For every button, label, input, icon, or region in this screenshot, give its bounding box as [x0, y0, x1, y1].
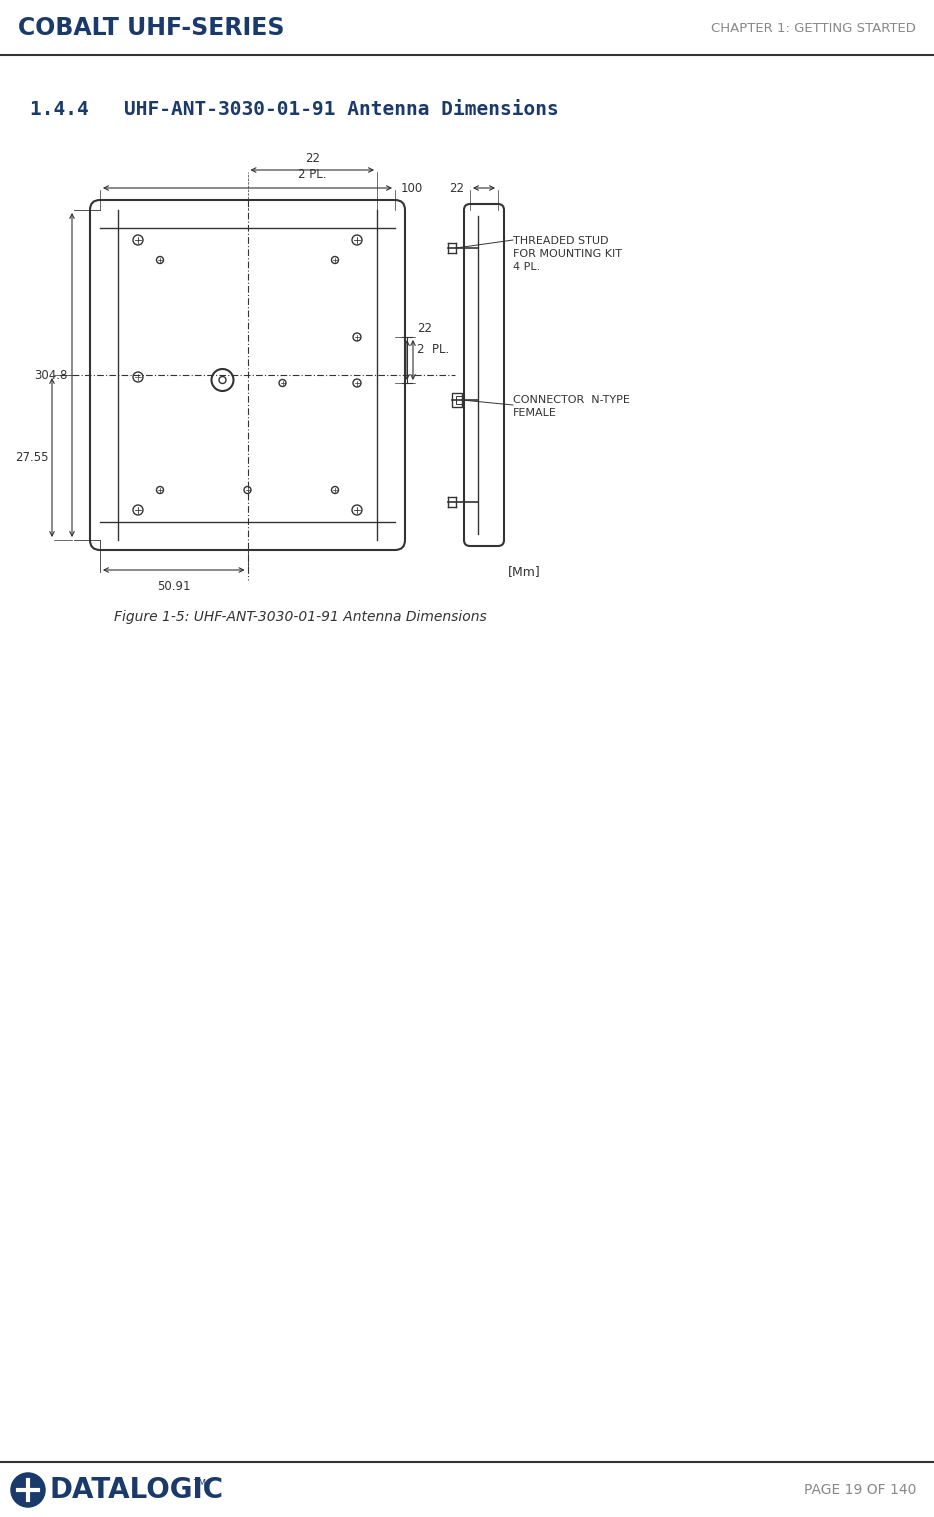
Text: PAGE 19 OF 140: PAGE 19 OF 140 [803, 1484, 916, 1497]
Text: COBALT UHF-SERIES: COBALT UHF-SERIES [18, 17, 285, 39]
Text: 50.91: 50.91 [157, 579, 191, 593]
Text: CHAPTER 1: GETTING STARTED: CHAPTER 1: GETTING STARTED [711, 21, 916, 35]
Text: Figure 1-5: UHF-ANT-3030-01-91 Antenna Dimensions: Figure 1-5: UHF-ANT-3030-01-91 Antenna D… [114, 610, 487, 623]
Text: TM: TM [193, 1479, 206, 1488]
Text: CONNECTOR  N-TYPE
FEMALE: CONNECTOR N-TYPE FEMALE [513, 394, 630, 419]
Text: 1.4.4   UHF-ANT-3030-01-91 Antenna Dimensions: 1.4.4 UHF-ANT-3030-01-91 Antenna Dimensi… [30, 100, 559, 118]
Text: 2 PL.: 2 PL. [298, 168, 327, 181]
Text: DATALOGIC: DATALOGIC [50, 1476, 224, 1503]
Bar [452, 393, 462, 407]
Text: 22: 22 [449, 182, 464, 194]
Text: 100: 100 [401, 182, 423, 194]
Text: 304.8: 304.8 [35, 369, 68, 381]
Text: 27.55: 27.55 [16, 451, 49, 464]
Text: 22: 22 [417, 322, 432, 335]
Text: THREADED STUD
FOR MOUNTING KIT
4 PL.: THREADED STUD FOR MOUNTING KIT 4 PL. [513, 237, 622, 273]
Circle shape [12, 1475, 44, 1506]
Text: 22: 22 [304, 152, 319, 164]
Bar [456, 396, 462, 404]
Text: 2  PL.: 2 PL. [417, 343, 449, 356]
Text: [Mm]: [Mm] [508, 564, 541, 578]
